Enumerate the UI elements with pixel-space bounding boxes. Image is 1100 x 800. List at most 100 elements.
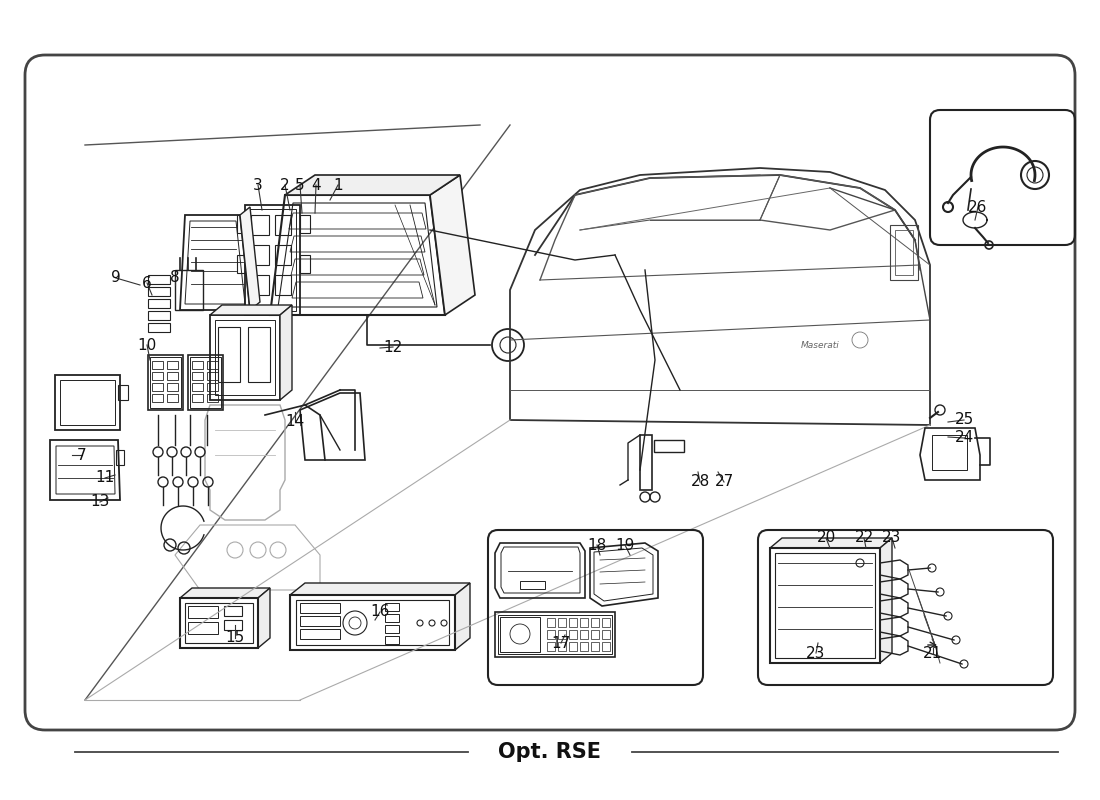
Bar	[385, 636, 399, 644]
Text: 7: 7	[77, 447, 87, 462]
Bar	[192, 383, 204, 391]
Bar	[569, 630, 578, 639]
Text: 26: 26	[968, 199, 988, 214]
Bar	[180, 598, 258, 648]
Bar	[214, 320, 275, 395]
Bar	[580, 642, 588, 651]
Bar	[118, 385, 128, 400]
Bar	[300, 629, 340, 639]
Text: 28: 28	[691, 474, 710, 490]
Ellipse shape	[540, 418, 620, 438]
Bar	[500, 617, 540, 652]
Text: 9: 9	[111, 270, 121, 286]
Text: Maserati: Maserati	[801, 341, 839, 350]
Bar	[558, 630, 566, 639]
Text: euros  pares: euros pares	[384, 546, 557, 574]
Bar	[591, 618, 600, 627]
Bar	[290, 595, 455, 650]
Bar	[569, 618, 578, 627]
Text: 19: 19	[615, 538, 635, 553]
Bar	[385, 603, 399, 611]
Polygon shape	[880, 538, 892, 663]
Bar	[192, 361, 204, 369]
Bar	[498, 615, 612, 654]
Bar	[580, 630, 588, 639]
FancyBboxPatch shape	[25, 55, 1075, 730]
Bar	[932, 435, 967, 470]
Text: 12: 12	[384, 339, 403, 354]
Text: 16: 16	[371, 605, 389, 619]
Polygon shape	[290, 583, 470, 595]
Text: 21: 21	[923, 646, 943, 661]
Bar	[385, 625, 399, 633]
Text: Opt. RSE: Opt. RSE	[498, 742, 602, 762]
Text: 4: 4	[311, 178, 321, 193]
Bar	[218, 327, 240, 382]
Bar	[895, 230, 913, 275]
Text: 6: 6	[142, 275, 152, 290]
Bar	[148, 311, 170, 320]
Bar	[167, 361, 178, 369]
Bar	[152, 372, 163, 380]
Bar	[207, 394, 218, 402]
Bar	[245, 205, 300, 315]
Bar	[275, 245, 292, 265]
Text: 20: 20	[816, 530, 836, 546]
Bar	[275, 215, 292, 235]
Bar	[148, 275, 170, 284]
Bar	[654, 440, 684, 452]
Polygon shape	[210, 305, 292, 315]
Bar	[251, 215, 270, 235]
Bar	[547, 618, 556, 627]
Bar	[547, 630, 556, 639]
Bar	[558, 642, 566, 651]
Polygon shape	[770, 538, 892, 548]
Bar	[569, 642, 578, 651]
Bar	[152, 383, 163, 391]
Text: 8: 8	[170, 270, 179, 286]
Text: 23: 23	[882, 530, 902, 546]
Polygon shape	[285, 175, 460, 195]
Bar	[185, 603, 253, 643]
Text: 17: 17	[551, 635, 571, 650]
Bar	[776, 553, 875, 658]
Text: 14: 14	[285, 414, 305, 430]
Polygon shape	[258, 588, 270, 648]
Bar	[167, 383, 178, 391]
Polygon shape	[180, 588, 270, 598]
Text: 10: 10	[138, 338, 156, 353]
Bar	[275, 275, 292, 295]
Bar	[385, 614, 399, 622]
Polygon shape	[280, 305, 292, 400]
Bar	[152, 394, 163, 402]
Text: 13: 13	[90, 494, 110, 510]
Bar	[192, 394, 204, 402]
Bar	[591, 630, 600, 639]
Text: 23: 23	[806, 646, 826, 661]
Text: 2: 2	[280, 178, 289, 193]
Bar	[520, 581, 544, 589]
Bar	[890, 225, 918, 280]
Polygon shape	[430, 175, 475, 315]
Polygon shape	[455, 583, 470, 650]
Bar	[591, 642, 600, 651]
Text: 27: 27	[714, 474, 734, 490]
Bar	[300, 603, 340, 613]
Bar	[190, 357, 221, 408]
Text: 5: 5	[295, 178, 305, 193]
Ellipse shape	[556, 422, 605, 434]
Bar	[602, 618, 610, 627]
Bar	[148, 355, 183, 410]
Bar	[300, 255, 310, 273]
Bar	[188, 355, 223, 410]
Bar	[300, 215, 310, 233]
Ellipse shape	[837, 406, 913, 424]
Text: 15: 15	[226, 630, 244, 646]
Bar	[640, 435, 652, 490]
Bar	[148, 299, 170, 308]
Text: 24: 24	[955, 430, 974, 446]
Bar	[236, 215, 248, 233]
Bar	[192, 372, 204, 380]
Text: 18: 18	[587, 538, 606, 553]
Bar	[116, 450, 124, 465]
